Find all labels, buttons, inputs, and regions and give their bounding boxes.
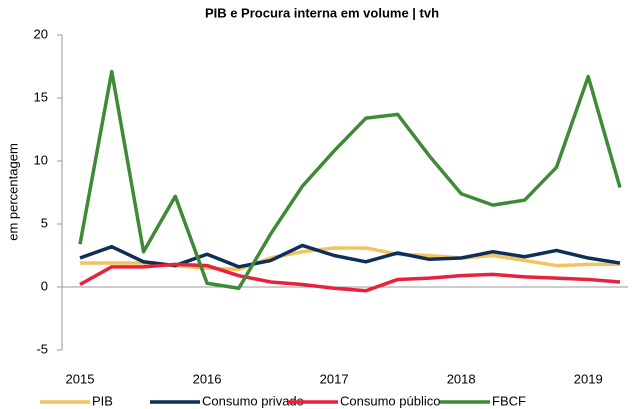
series-line [79,262,621,293]
x-tick-label: 2019 [574,371,603,386]
y-axis-label: em percentagem [5,143,20,241]
x-tick-label: 2018 [447,371,476,386]
legend-label: FBCF [492,393,526,408]
y-tick-label: 10 [34,152,48,167]
legend-label: PIB [92,393,113,408]
y-tick-label: -5 [36,341,48,356]
legend-label: Consumo privado [202,393,304,408]
chart-title: PIB e Procura interna em volume | tvh [205,5,439,20]
y-tick-label: 20 [34,26,48,41]
x-tick-label: 2015 [66,371,95,386]
legend-label: Consumo público [340,393,440,408]
y-tick-label: 15 [34,89,48,104]
y-tick-label: 5 [41,215,48,230]
x-tick-label: 2017 [320,371,349,386]
y-tick-label: 0 [41,278,48,293]
x-tick-label: 2016 [193,371,222,386]
series-line [78,69,622,291]
